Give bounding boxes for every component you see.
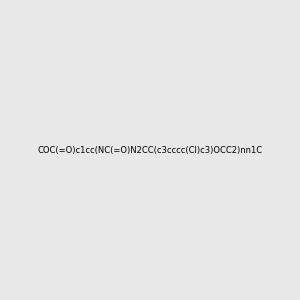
Text: COC(=O)c1cc(NC(=O)N2CC(c3cccc(Cl)c3)OCC2)nn1C: COC(=O)c1cc(NC(=O)N2CC(c3cccc(Cl)c3)OCC2… (38, 146, 262, 154)
